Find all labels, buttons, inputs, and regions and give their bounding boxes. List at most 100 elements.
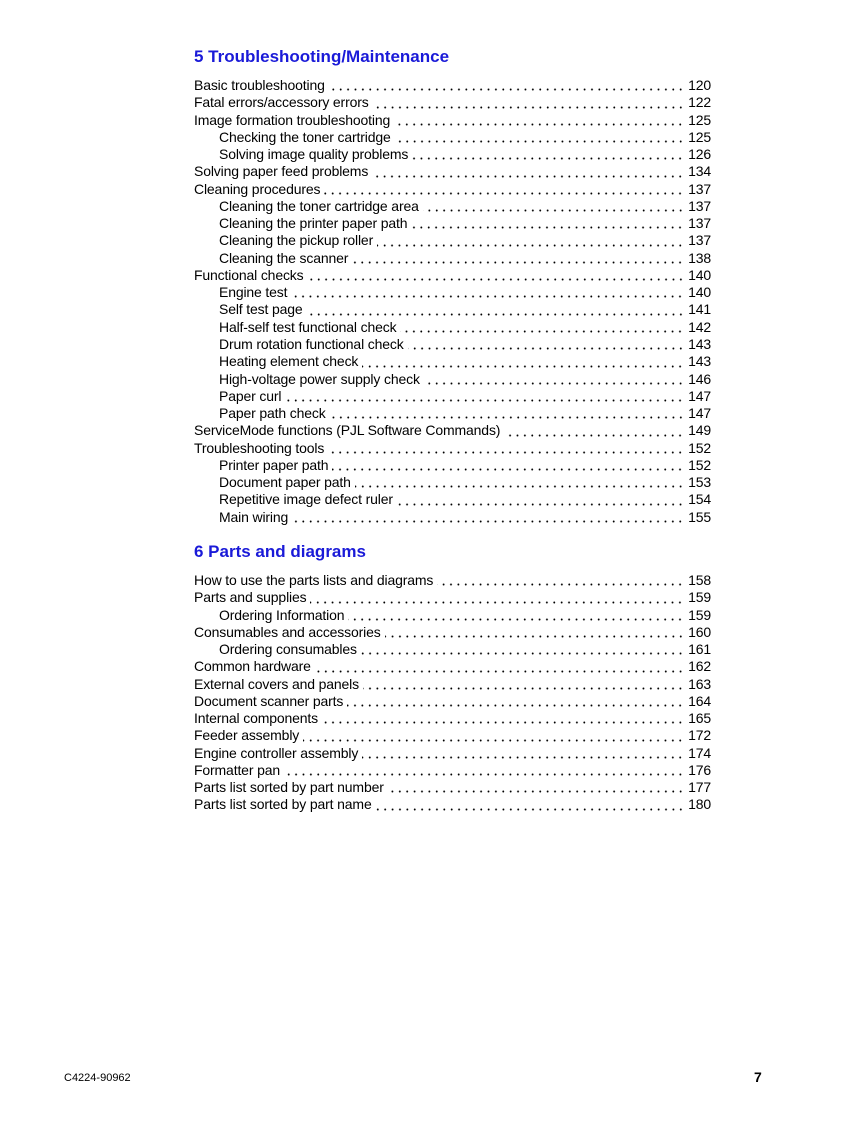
toc-entry[interactable]: Parts and supplies 159	[194, 589, 711, 606]
toc-entry-page: 137	[688, 215, 711, 232]
toc-entry-page: 120	[688, 77, 711, 93]
toc-entry[interactable]: Basic troubleshooting 120	[194, 77, 711, 94]
dot-leader	[324, 184, 685, 195]
toc-entry-page: 154	[688, 491, 711, 508]
toc-entry-page: 140	[688, 284, 711, 301]
toc-entry[interactable]: Engine test 140	[194, 284, 711, 301]
toc-entry[interactable]: Printer paper path 152	[194, 457, 711, 474]
toc-entry-title: Consumables and accessories	[194, 623, 381, 640]
toc-entry[interactable]: Internal components 165	[194, 710, 711, 727]
toc-entry-title: Cleaning the toner cartridge area	[219, 197, 419, 214]
toc-entry[interactable]: Document paper path 153	[194, 474, 711, 491]
toc-entry[interactable]: Document scanner parts 164	[194, 693, 711, 710]
toc-entry-page: 142	[688, 318, 711, 335]
toc-entry[interactable]: External covers and panels 163	[194, 676, 711, 693]
dot-leader	[322, 714, 685, 725]
toc-entry-title: Checking the toner cartridge	[219, 128, 391, 145]
toc-entry[interactable]: Paper path check 147	[194, 405, 711, 422]
toc-entry[interactable]: Parts list sorted by part number 177	[194, 779, 711, 796]
dot-leader	[347, 697, 685, 708]
toc-entry[interactable]: Paper curl 147	[194, 388, 711, 405]
dot-leader	[407, 340, 685, 351]
toc-entry[interactable]: Cleaning the printer paper path 137	[194, 215, 711, 232]
toc-entry-page: 147	[688, 387, 711, 404]
toc-entry[interactable]: Engine controller assembly 174	[194, 745, 711, 762]
dot-leader	[387, 783, 685, 794]
toc-entry[interactable]: Image formation troubleshooting 125	[194, 112, 711, 129]
toc-entry[interactable]: Solving paper feed problems 134	[194, 163, 711, 180]
toc-entry[interactable]: Self test page 141	[194, 301, 711, 318]
toc-entry-page: 137	[688, 180, 711, 197]
toc-entry-page: 158	[688, 572, 711, 588]
toc-entry[interactable]: Ordering consumables 161	[194, 641, 711, 658]
dot-leader	[360, 645, 685, 656]
section-heading: 6 Parts and diagrams	[194, 542, 366, 561]
toc-entry[interactable]: Repetitive image defect ruler 154	[194, 491, 711, 508]
toc-entry-title: Cleaning the pickup roller	[219, 232, 374, 249]
toc-entry[interactable]: Troubleshooting tools 152	[194, 440, 711, 457]
toc-entry-title: Cleaning procedures	[194, 180, 321, 197]
toc-entry-title: Document paper path	[219, 474, 351, 491]
toc-entry[interactable]: ServiceMode functions (PJL Software Comm…	[194, 422, 711, 439]
toc-entry[interactable]: Cleaning the toner cartridge area 137	[194, 198, 711, 215]
toc-entry-page: 159	[688, 589, 711, 606]
toc-entry-page: 162	[688, 658, 711, 675]
dot-leader	[352, 253, 685, 264]
dot-leader	[384, 628, 685, 639]
toc-entry-page: 164	[688, 692, 711, 709]
toc-entry-page: 138	[688, 249, 711, 266]
dot-leader	[314, 662, 685, 673]
toc-entry[interactable]: Ordering Information 159	[194, 607, 711, 624]
toc-entry[interactable]: Main wiring 155	[194, 509, 711, 526]
toc-entry-page: 152	[688, 456, 711, 473]
toc-entry-page: 125	[688, 111, 711, 128]
dot-leader	[372, 98, 685, 109]
toc-entry-page: 137	[688, 232, 711, 249]
toc-entry[interactable]: Feeder assembly 172	[194, 727, 711, 744]
toc-entry-page: 125	[688, 128, 711, 145]
toc-entry[interactable]: Cleaning procedures 137	[194, 181, 711, 198]
toc-entry[interactable]: Cleaning the scanner 138	[194, 250, 711, 267]
toc-entry[interactable]: How to use the parts lists and diagrams 1…	[194, 572, 711, 589]
toc-entry-page: 176	[688, 761, 711, 778]
toc-entry[interactable]: Parts list sorted by part name 180	[194, 796, 711, 813]
dot-leader	[362, 748, 685, 759]
toc-entry[interactable]: Heating element check 143	[194, 353, 711, 370]
dot-leader	[348, 610, 685, 621]
toc-entry[interactable]: Fatal errors/accessory errors 122	[194, 94, 711, 111]
toc-entry[interactable]: Consumables and accessories 160	[194, 624, 711, 641]
toc-entry[interactable]: Formatter pan 176	[194, 762, 711, 779]
toc-entry-title: Parts list sorted by part number	[194, 779, 384, 796]
toc-entry-title: High-voltage power supply check	[219, 370, 420, 387]
toc-entry-page: 141	[688, 301, 711, 318]
toc-entry-title: Parts and supplies	[194, 589, 307, 606]
dot-leader	[283, 766, 685, 777]
toc-entry-page: 147	[688, 405, 711, 422]
toc-entry-title: Fatal errors/accessory errors	[194, 94, 369, 111]
dot-leader	[400, 322, 685, 333]
toc-entry-title: Engine test	[219, 284, 288, 301]
dot-leader	[412, 150, 685, 161]
dot-leader	[310, 593, 685, 604]
toc-entry-page: 140	[688, 266, 711, 283]
toc-entry[interactable]: Common hardware 162	[194, 658, 711, 675]
toc-entry-title: Document scanner parts	[194, 692, 344, 709]
toc-entry-title: Heating element check	[219, 353, 359, 370]
toc-entry-title: Cleaning the printer paper path	[219, 215, 408, 232]
toc-entry-page: 165	[688, 710, 711, 727]
toc-entry[interactable]: Checking the toner cartridge 125	[194, 129, 711, 146]
toc-entry[interactable]: Half-self test functional check 142	[194, 319, 711, 336]
dot-leader	[362, 679, 685, 690]
toc-entry[interactable]: Drum rotation functional check 143	[194, 336, 711, 353]
toc-entry-title: How to use the parts lists and diagrams	[194, 572, 434, 588]
dot-leader	[354, 478, 685, 489]
toc-entry-title: Main wiring	[219, 508, 289, 525]
toc-entry-title: Common hardware	[194, 658, 311, 675]
toc-entry[interactable]: High-voltage power supply check 146	[194, 371, 711, 388]
toc-entry[interactable]: Solving image quality problems 126	[194, 146, 711, 163]
dot-leader	[291, 288, 685, 299]
toc-entry[interactable]: Functional checks 140	[194, 267, 711, 284]
toc-entry-title: Image formation troubleshooting	[194, 111, 391, 128]
toc-entry-title: Repetitive image defect ruler	[219, 491, 393, 508]
toc-entry[interactable]: Cleaning the pickup roller 137	[194, 232, 711, 249]
